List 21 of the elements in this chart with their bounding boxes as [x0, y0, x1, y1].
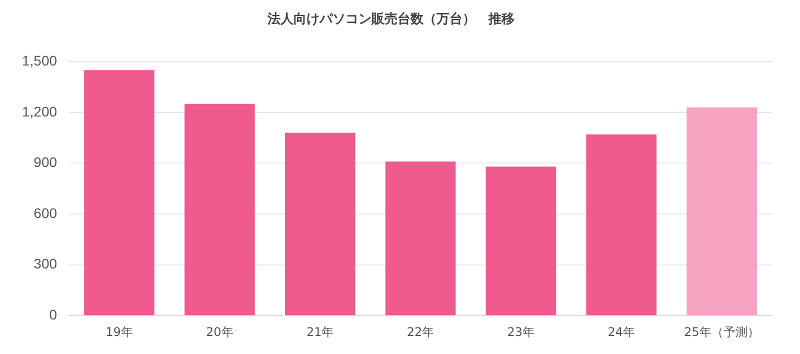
x-tick-label: 23年 — [507, 324, 535, 339]
y-tick-label: 1,500 — [22, 52, 58, 68]
bar — [184, 104, 255, 316]
x-tick-label: 22年 — [406, 324, 434, 339]
y-tick-label: 300 — [34, 256, 58, 272]
x-tick-label: 21年 — [306, 324, 334, 339]
x-tick-label: 25年（予測） — [684, 324, 760, 339]
y-tick-label: 900 — [34, 154, 58, 170]
bar — [586, 134, 657, 316]
bar — [284, 132, 356, 316]
bar — [385, 162, 456, 316]
y-tick-label: 0 — [49, 306, 58, 322]
y-tick-label: 600 — [34, 204, 58, 221]
x-tick-label: 24年 — [608, 324, 636, 339]
bar — [84, 70, 154, 316]
x-tick-label: 20年 — [206, 324, 234, 339]
y-tick-label: 1,200 — [22, 103, 58, 120]
chart-title: 法人向けパソコン販売台数（万台） 推移 — [266, 11, 514, 28]
bar — [686, 107, 757, 316]
bar — [486, 166, 556, 316]
x-tick-label: 19年 — [106, 324, 133, 339]
